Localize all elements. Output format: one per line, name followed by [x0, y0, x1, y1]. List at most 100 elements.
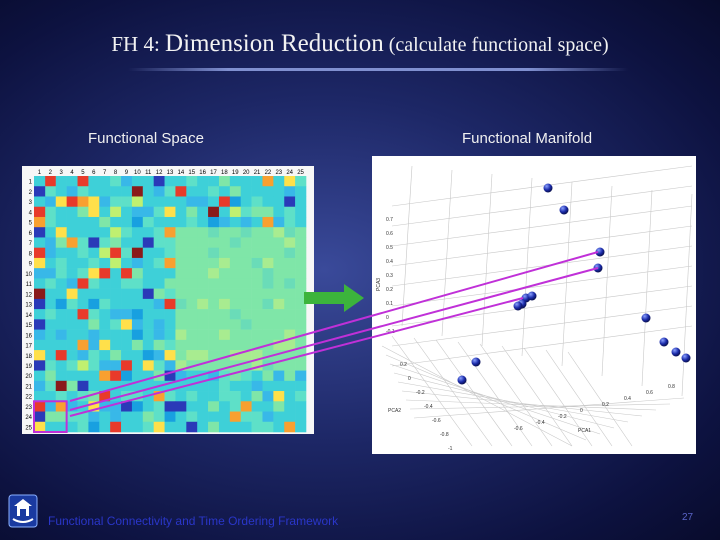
- matrix-cell: [55, 319, 67, 330]
- matrix-cell: [77, 288, 89, 300]
- matrix-cell: [186, 278, 198, 289]
- grid-line: [479, 343, 553, 447]
- matrix-cell: [153, 360, 165, 371]
- x-tick-label: 0.2: [602, 402, 609, 408]
- matrix-cell: [251, 237, 263, 248]
- matrix-cell: [186, 401, 198, 412]
- matrix-cell: [186, 421, 198, 433]
- matrix-cell: [186, 247, 198, 259]
- matrix-cell: [284, 278, 296, 289]
- matrix-cell: [229, 257, 242, 269]
- matrix-cell: [44, 196, 57, 208]
- grid-line: [391, 245, 693, 287]
- matrix-cell: [121, 216, 133, 228]
- matrix-cell: [186, 288, 198, 300]
- matrix-cell: [273, 216, 285, 228]
- matrix-cell: [262, 196, 274, 208]
- matrix-cell: [197, 360, 209, 371]
- matrix-cell: [295, 319, 307, 330]
- matrix-cell: [44, 360, 57, 371]
- grid-line: [441, 169, 453, 337]
- matrix-cell: [273, 257, 285, 269]
- matrix-cell: [99, 391, 111, 402]
- matrix-cell: [66, 370, 78, 382]
- matrix-cell: [55, 237, 67, 248]
- matrix-cell: [262, 309, 274, 320]
- x-tick-label: -0.2: [558, 414, 567, 420]
- matrix-cell: [77, 339, 89, 351]
- matrix-col-label: 19: [232, 170, 239, 176]
- x-tick-label: 0.8: [668, 384, 675, 390]
- matrix-cell: [164, 411, 176, 423]
- matrix-cell: [164, 206, 176, 218]
- manifold-node: [457, 375, 467, 385]
- matrix-col-label: 22: [265, 170, 272, 176]
- matrix-row-label: 7: [29, 241, 33, 247]
- matrix-cell: [186, 329, 198, 341]
- matrix-cell: [88, 206, 100, 218]
- matrix-cell: [110, 196, 122, 208]
- grid-line: [401, 165, 413, 327]
- matrix-cell: [175, 329, 187, 341]
- matrix-cell: [77, 186, 89, 197]
- matrix-cell: [99, 350, 111, 361]
- matrix-cell: [88, 216, 100, 228]
- matrix-cell: [121, 329, 133, 341]
- matrix-cell: [240, 370, 252, 382]
- matrix-cell: [99, 216, 111, 228]
- matrix-cell: [262, 257, 274, 269]
- matrix-cell: [121, 298, 133, 310]
- matrix-cell: [218, 401, 231, 412]
- matrix-cell: [240, 329, 252, 341]
- matrix-cell: [110, 227, 122, 238]
- matrix-cell: [55, 288, 67, 300]
- matrix-cell: [262, 380, 274, 392]
- matrix-cell: [142, 227, 154, 238]
- z-tick-label: 0.5: [386, 245, 393, 251]
- matrix-col-label: 10: [134, 170, 141, 176]
- matrix-cell: [229, 319, 242, 330]
- matrix-cell: [99, 339, 111, 351]
- matrix-cell: [66, 339, 78, 351]
- matrix-cell: [284, 176, 296, 187]
- matrix-cell: [175, 196, 187, 208]
- matrix-cell: [273, 268, 285, 279]
- matrix-cell: [66, 391, 78, 402]
- matrix-cell: [186, 309, 198, 320]
- matrix-cell: [88, 350, 100, 361]
- matrix-cell: [208, 309, 220, 320]
- matrix-cell: [142, 370, 154, 382]
- matrix-cell: [110, 360, 122, 371]
- matrix-cell: [99, 247, 111, 259]
- matrix-cell: [34, 176, 46, 187]
- matrix-cell: [131, 206, 144, 218]
- matrix-cell: [262, 268, 274, 279]
- x-tick-label: 0: [580, 408, 583, 414]
- matrix-cell: [34, 227, 46, 238]
- matrix-cell: [153, 257, 165, 269]
- z-axis-title: PCA3: [376, 278, 382, 291]
- matrix-row-label: 5: [29, 221, 33, 227]
- matrix-cell: [240, 380, 252, 392]
- matrix-cell: [34, 370, 46, 382]
- matrix-cell: [88, 411, 100, 423]
- matrix-cell: [208, 268, 220, 279]
- matrix-cell: [131, 401, 144, 412]
- matrix-cell: [34, 247, 46, 259]
- matrix-cell: [218, 298, 231, 310]
- matrix-cell: [208, 216, 220, 228]
- matrix-cell: [142, 298, 154, 310]
- matrix-cell: [208, 288, 220, 300]
- matrix-cell: [240, 206, 252, 218]
- matrix-cell: [273, 370, 285, 382]
- y-axis-title: PCA2: [388, 408, 401, 414]
- matrix-cell: [229, 298, 242, 310]
- matrix-cell: [131, 237, 144, 248]
- matrix-cell: [164, 257, 176, 269]
- matrix-cell: [121, 309, 133, 320]
- matrix-cell: [175, 247, 187, 259]
- matrix-cell: [34, 268, 46, 279]
- matrix-cell: [273, 391, 285, 402]
- matrix-cell: [175, 339, 187, 351]
- grid-line: [391, 205, 693, 247]
